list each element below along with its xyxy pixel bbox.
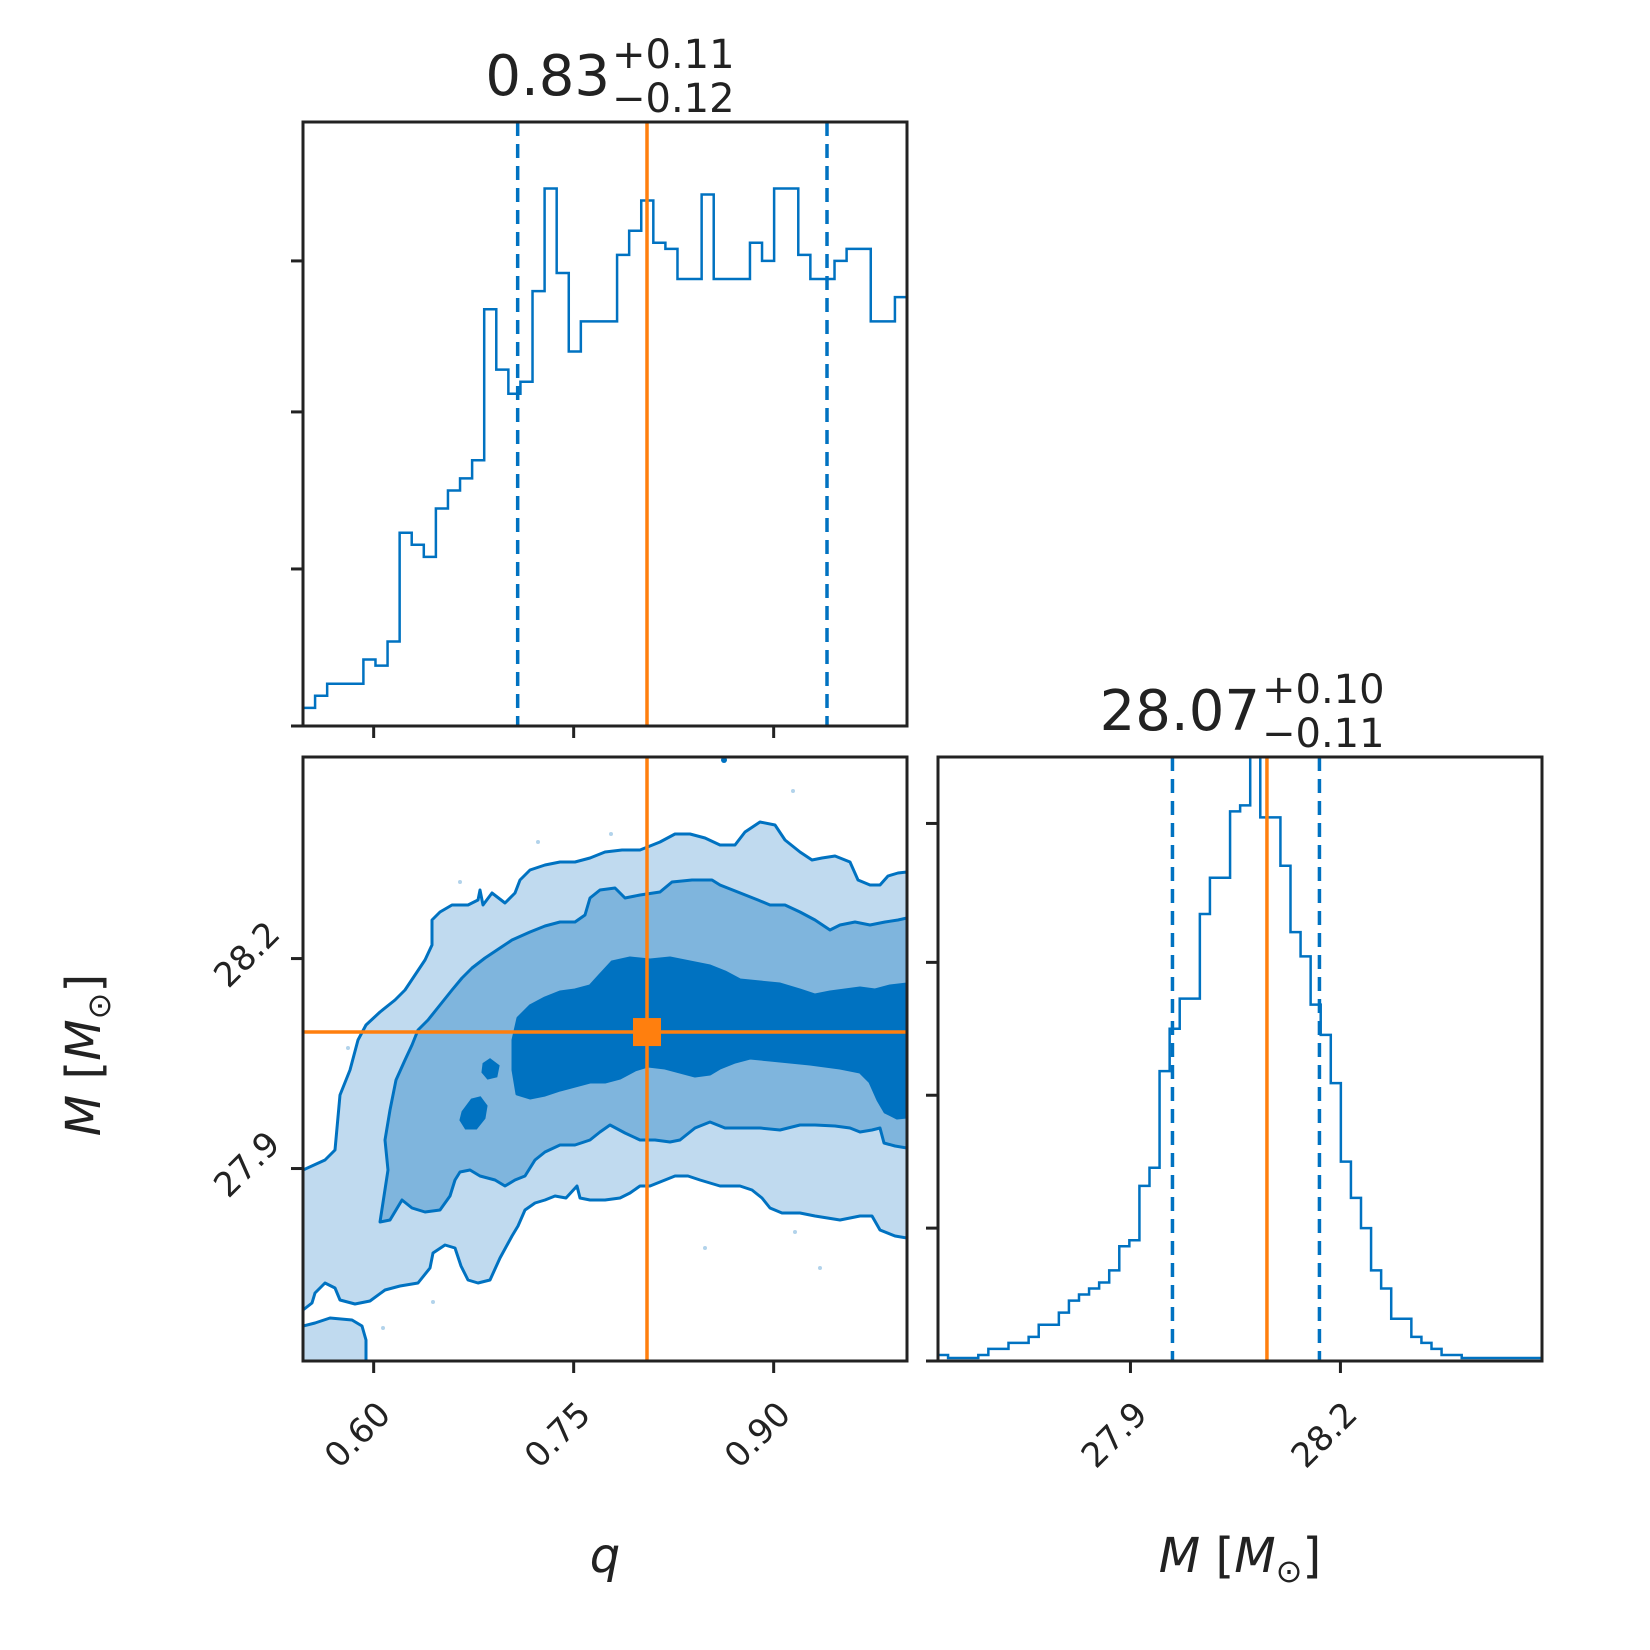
q-histogram-x-ticks: [372, 726, 776, 738]
M-title-median: 28.07: [1100, 679, 1260, 744]
scatter-point: [791, 789, 795, 793]
q-title-plus: +0.11: [612, 32, 735, 78]
x-tick-label: 0.75: [517, 1394, 599, 1476]
q-title-minus: −0.12: [612, 76, 735, 122]
M-histogram-steps: [938, 757, 1542, 1360]
q-histogram-y-ticks: [291, 259, 303, 728]
q-histogram-frame: [301, 120, 909, 728]
scatter-point: [381, 1326, 385, 1330]
x-tick-label: 27.9: [1074, 1394, 1156, 1476]
y-tick-label: 28.2: [206, 914, 288, 996]
scatter-point: [609, 832, 613, 836]
q-title-median: 0.83: [485, 44, 610, 109]
contour-fills: [303, 757, 907, 1361]
M-title-plus: +0.10: [1262, 667, 1385, 713]
y-tick-label: 27.9: [206, 1124, 288, 1206]
x-tick-label: 28.2: [1284, 1394, 1366, 1476]
scatter-point: [818, 1266, 822, 1270]
scatter-point: [458, 880, 462, 884]
contour-x-ticks: 0.60 0.75 0.90: [317, 1361, 799, 1476]
scatter-point: [703, 1246, 707, 1250]
M-axis-label-left: M [M⊙]: [56, 974, 118, 1136]
contour-inner-island-2: [481, 1058, 500, 1080]
q-histogram-panel: 0.83 +0.11 −0.12: [291, 32, 909, 738]
contour-y-ticks: 27.9 28.2: [206, 914, 303, 1206]
contour-inner-island-1: [459, 1096, 488, 1130]
M-title-minus: −0.11: [1262, 711, 1385, 757]
scatter-point: [793, 1230, 797, 1234]
M-histogram-panel: 28.07 +0.10 −0.11 27.9 28.2 M [M⊙]: [926, 667, 1544, 1590]
contour-inner-region: [511, 956, 907, 1120]
x-tick-label: 0.90: [717, 1394, 799, 1476]
scatter-point: [536, 840, 540, 844]
M-histogram-y-ticks: [926, 821, 938, 1363]
M-histogram-frame: [936, 755, 1544, 1363]
q-axis-label: q: [590, 1528, 620, 1584]
x-tick-label: 0.60: [317, 1394, 399, 1476]
q-histogram-steps: [303, 187, 907, 710]
M-histogram-x-ticks: 27.9 28.2: [1074, 1361, 1366, 1476]
scatter-point: [431, 1300, 435, 1304]
M-axis-label-bottom: M [M⊙]: [1159, 1528, 1321, 1590]
contour-truth-marker: [633, 1018, 661, 1047]
scatter-point: [346, 1046, 350, 1050]
contour-frame: [301, 755, 909, 1363]
q-M-contour-panel: 0.60 0.75 0.90 27.9 28.2 q M [M⊙]: [56, 755, 909, 1584]
